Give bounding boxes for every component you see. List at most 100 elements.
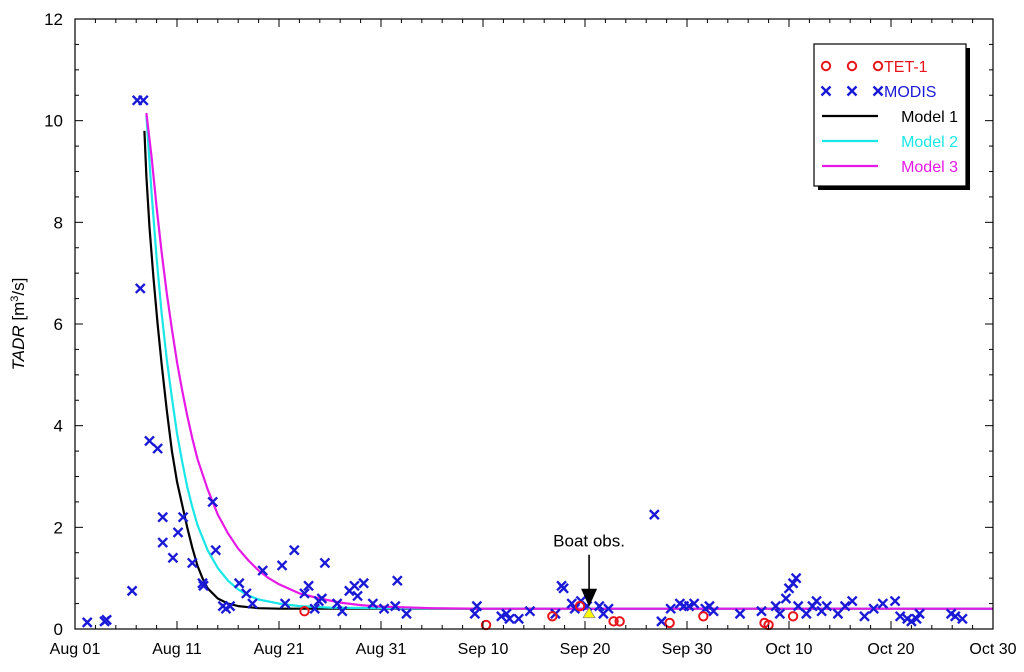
modis-point xyxy=(593,600,605,612)
y-axis-label-main: TADR xyxy=(9,325,28,370)
modis-point xyxy=(144,435,155,447)
y-axis-label-unit-post: /s] xyxy=(9,278,28,296)
modis-point xyxy=(186,557,198,569)
legend-symbol-modis xyxy=(846,85,858,97)
modis-point xyxy=(792,600,804,612)
modis-point xyxy=(603,603,614,615)
modis-point xyxy=(167,552,179,564)
modis-point xyxy=(708,605,719,617)
modis-point xyxy=(949,610,961,622)
modis-point xyxy=(471,600,483,612)
x-tick-label: Aug 01 xyxy=(50,641,101,658)
modis-point xyxy=(821,600,833,612)
y-tick-label: 0 xyxy=(54,620,63,639)
modis-point xyxy=(247,598,258,609)
boat-obs-label: Boat obs. xyxy=(553,532,625,551)
modis-point xyxy=(839,600,851,612)
modis-point xyxy=(504,613,515,625)
modis-point xyxy=(276,560,288,571)
modis-point xyxy=(911,613,922,625)
tet1-point xyxy=(608,616,619,627)
modis-point xyxy=(157,511,169,523)
modis-point xyxy=(513,613,525,625)
modis-point xyxy=(367,598,379,609)
modis-point xyxy=(349,580,360,592)
y-tick-label: 4 xyxy=(54,417,63,436)
tet1-point xyxy=(698,611,709,622)
x-tick-label: Aug 21 xyxy=(254,641,305,658)
modis-point xyxy=(734,608,746,620)
modis-point xyxy=(81,617,93,628)
tet1-point xyxy=(299,606,310,617)
modis-point xyxy=(303,580,314,592)
legend: TET-1 MODIS Model 1 Model 2 Model 3 xyxy=(813,43,970,190)
modis-point xyxy=(811,595,822,607)
axis-layer: Aug 01 Aug 11 Aug 21 Aug 31 Sep 10 Sep 20 Sep … xyxy=(44,10,1017,658)
modis-point xyxy=(391,575,403,587)
modis-point xyxy=(378,603,390,615)
legend-symbol-tet1 xyxy=(872,60,884,72)
x-tick-label: Aug 11 xyxy=(152,641,202,658)
boat-obs-arrow-head xyxy=(581,588,598,607)
modis-point xyxy=(957,613,968,625)
y-tick-label: 6 xyxy=(54,315,63,334)
modis-point xyxy=(558,582,569,594)
y-tick-label: 10 xyxy=(44,112,63,131)
y-tick-label: 12 xyxy=(44,10,63,29)
modis-point xyxy=(137,94,149,106)
x-tick-label: Oct 10 xyxy=(765,641,812,658)
legend-label: MODIS xyxy=(884,84,936,101)
y-axis-label-unit-pre: [m xyxy=(9,302,28,326)
modis-point xyxy=(859,610,870,622)
tet1-point xyxy=(787,611,799,622)
annotation-layer: Boat obs. xyxy=(553,532,625,619)
modis-point xyxy=(665,603,677,615)
modis-point xyxy=(774,608,786,620)
modis-point xyxy=(787,577,799,589)
modis-point xyxy=(210,544,222,556)
modis-point xyxy=(401,608,412,620)
modis-point xyxy=(336,605,348,617)
modis-point xyxy=(688,598,700,609)
modis-point xyxy=(316,593,328,604)
modis-point xyxy=(656,616,667,627)
legend-label: Model 2 xyxy=(901,134,958,151)
legend-label: TET-1 xyxy=(884,59,928,76)
modis-point xyxy=(172,527,184,538)
modis-point xyxy=(868,603,880,615)
modis-point xyxy=(241,588,252,599)
modis-point xyxy=(101,614,112,626)
legend-label: Model 1 xyxy=(901,109,958,126)
modis-point xyxy=(524,605,536,617)
tet1-point xyxy=(614,616,625,627)
modis-point xyxy=(207,496,219,508)
modis-point xyxy=(177,511,189,523)
tet1-point xyxy=(664,617,675,629)
modis-point xyxy=(352,590,363,602)
modis-point xyxy=(914,608,925,620)
modis-point xyxy=(233,577,245,589)
modis-point xyxy=(358,577,370,589)
modis-point xyxy=(257,565,269,576)
modis-point xyxy=(220,603,232,615)
modis-point xyxy=(152,443,163,454)
x-tick-label: Sep 20 xyxy=(560,641,611,658)
modis-point xyxy=(331,598,343,609)
legend-symbol-modis xyxy=(872,85,884,97)
boat-obs-marker xyxy=(582,606,596,619)
x-tick-label: Oct 30 xyxy=(969,641,1016,658)
modis-point xyxy=(790,572,802,584)
modis-point xyxy=(649,509,660,520)
modis-point xyxy=(198,580,209,592)
modis-point xyxy=(319,557,331,569)
tet1-point xyxy=(547,611,558,622)
modis-point xyxy=(770,600,782,612)
tet1-point xyxy=(574,600,586,612)
modis-point xyxy=(126,585,138,597)
x-tick-label: Sep 30 xyxy=(662,641,713,658)
modis-point xyxy=(756,605,767,617)
y-tick-label: 8 xyxy=(54,213,63,232)
modis-point xyxy=(894,610,906,622)
y-axis-label-unit-sup: 3 xyxy=(9,296,21,302)
